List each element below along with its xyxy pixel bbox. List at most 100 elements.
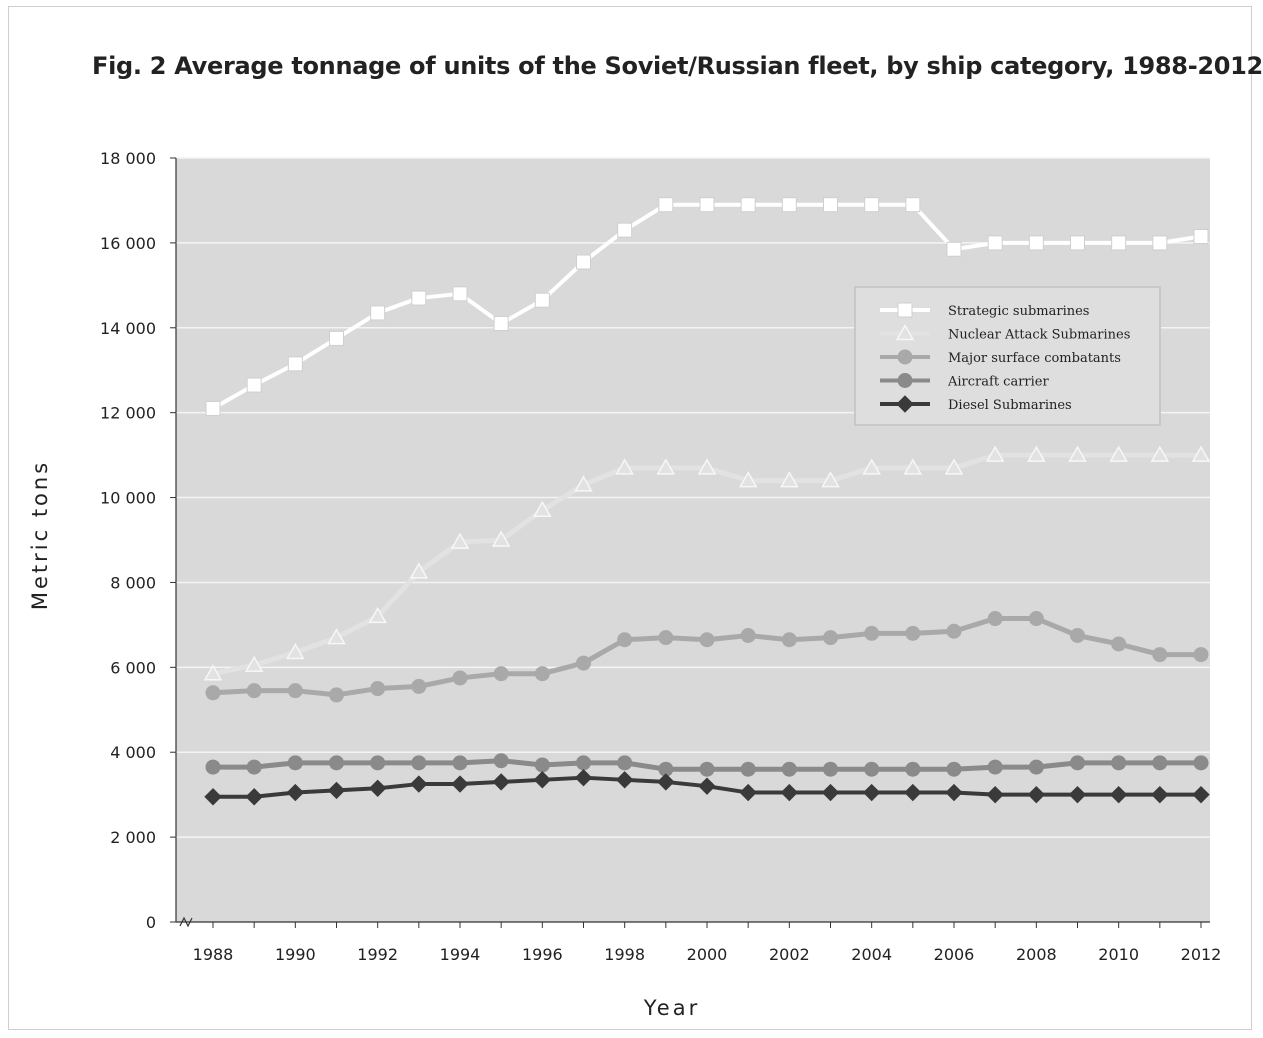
data-point xyxy=(451,775,469,793)
y-tick-label: 4 000 xyxy=(110,743,156,762)
data-point xyxy=(1191,445,1211,462)
data-point xyxy=(987,235,1003,251)
y-tick-label: 12 000 xyxy=(100,404,156,423)
data-point xyxy=(1192,785,1210,804)
data-point xyxy=(411,290,427,306)
series-strategic-submarines xyxy=(205,197,1209,416)
x-tick-label: 1998 xyxy=(604,945,645,964)
data-point xyxy=(327,781,346,800)
data-point xyxy=(1068,785,1087,804)
legend-swatch-marker xyxy=(897,349,913,365)
data-point xyxy=(1111,636,1127,652)
data-point xyxy=(864,197,880,213)
data-point xyxy=(905,761,921,777)
data-point xyxy=(740,197,756,213)
data-point xyxy=(740,628,756,643)
data-point xyxy=(699,761,715,777)
data-point xyxy=(781,632,797,648)
series-major-surface-combatants xyxy=(205,611,1209,703)
data-point xyxy=(1109,785,1128,804)
data-point xyxy=(491,530,511,547)
y-tick-label: 14 000 xyxy=(100,319,156,338)
data-point xyxy=(1152,647,1168,663)
x-tick-label: 2010 xyxy=(1098,945,1139,964)
data-point xyxy=(1152,235,1168,251)
data-point xyxy=(699,632,715,648)
data-point xyxy=(370,305,386,321)
x-tick-label: 1996 xyxy=(522,945,563,964)
data-point xyxy=(903,458,923,475)
data-point xyxy=(985,445,1005,462)
x-tick-label: 2000 xyxy=(687,945,728,964)
data-point xyxy=(1027,785,1046,804)
y-axis-title: Metric tons xyxy=(28,460,52,610)
legend-item: Major surface combatants xyxy=(880,349,1121,366)
data-point xyxy=(370,755,386,771)
data-point xyxy=(862,783,881,802)
data-point xyxy=(246,683,262,699)
data-point xyxy=(246,377,262,393)
x-tick-label: 2002 xyxy=(769,945,810,964)
legend-item: Strategic submarines xyxy=(880,302,1089,319)
y-tick-label: 8 000 xyxy=(110,573,156,592)
data-point xyxy=(945,783,963,802)
data-point xyxy=(574,768,593,787)
legend-label: Nuclear Attack Submarines xyxy=(948,328,1130,343)
data-point xyxy=(286,783,305,802)
data-point xyxy=(617,755,633,771)
data-point xyxy=(245,788,263,806)
data-point xyxy=(533,500,552,518)
data-point xyxy=(946,241,962,257)
x-tick-label: 2004 xyxy=(851,945,892,964)
legend-label: Aircraft carrier xyxy=(947,375,1049,390)
data-point xyxy=(658,761,674,777)
data-point xyxy=(1150,445,1170,462)
data-point xyxy=(246,759,262,775)
data-point xyxy=(699,197,715,213)
data-point xyxy=(987,611,1003,627)
data-point xyxy=(986,785,1004,804)
data-point xyxy=(617,222,633,238)
data-point xyxy=(1070,755,1085,771)
data-point xyxy=(411,678,427,694)
data-point xyxy=(1111,755,1127,771)
data-point xyxy=(533,771,552,789)
data-point xyxy=(286,642,305,660)
data-point xyxy=(615,771,634,789)
data-point xyxy=(329,687,344,703)
series-diesel-submarines xyxy=(204,768,1210,806)
legend-swatch-marker xyxy=(897,373,913,388)
data-point xyxy=(1152,755,1168,771)
data-point xyxy=(1193,229,1209,245)
series-nuclear-attack-submarines xyxy=(203,445,1211,681)
data-point xyxy=(574,475,593,492)
data-point xyxy=(244,655,264,672)
data-point xyxy=(1109,445,1128,462)
data-point xyxy=(452,286,468,302)
data-point xyxy=(327,628,346,645)
data-point xyxy=(862,458,881,475)
data-point xyxy=(656,458,676,475)
legend-item: Nuclear Attack Submarines xyxy=(880,323,1130,343)
data-point xyxy=(329,330,344,346)
data-point xyxy=(203,664,223,681)
data-point xyxy=(905,197,921,213)
y-tick-label: 2 000 xyxy=(110,828,156,847)
data-point xyxy=(615,458,634,475)
data-point xyxy=(823,761,838,777)
data-point xyxy=(410,775,428,793)
data-point xyxy=(493,666,509,682)
data-point xyxy=(409,562,429,579)
data-point xyxy=(617,632,633,648)
data-point xyxy=(1068,445,1087,462)
data-point xyxy=(657,773,675,791)
data-point xyxy=(904,783,922,802)
data-point xyxy=(576,254,591,270)
x-tick-label: 1994 xyxy=(440,945,481,964)
data-point xyxy=(205,685,221,701)
data-point xyxy=(576,655,591,671)
data-point xyxy=(946,623,962,639)
data-point xyxy=(452,755,468,771)
legend-item: Diesel Submarines xyxy=(880,395,1072,413)
